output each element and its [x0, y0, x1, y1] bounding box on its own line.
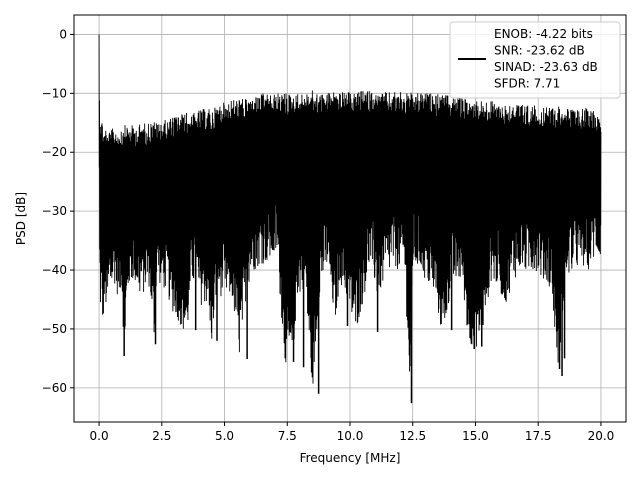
y-tick-label: −60 [42, 381, 67, 395]
x-tick-label: 5.0 [215, 429, 234, 443]
x-tick-label: 7.5 [278, 429, 297, 443]
y-tick-label: 0 [59, 27, 67, 41]
y-tick-label: −30 [42, 204, 67, 218]
legend-box [449, 21, 621, 99]
legend-snr: SNR: -23.62 dB [494, 44, 585, 58]
x-tick-label: 12.5 [399, 429, 426, 443]
x-tick-label: 10.0 [337, 429, 364, 443]
x-axis-label: Frequency [MHz] [300, 451, 401, 465]
x-tick-label: 0.0 [90, 429, 109, 443]
y-axis-label: PSD [dB] [14, 192, 28, 245]
y-tick-label: −50 [42, 322, 67, 336]
legend-enob: ENOB: -4.22 bits [494, 27, 593, 41]
y-tick-label: −10 [42, 86, 67, 100]
x-tick-label: 20.0 [588, 429, 615, 443]
y-tick-label: −40 [42, 263, 67, 277]
psd-series-line [98, 34, 602, 384]
series-layer [98, 34, 602, 404]
y-tick-label: −20 [42, 145, 67, 159]
y-ticks: 0 −10 −20 −30 −40 −50 −60 [42, 27, 74, 395]
x-tick-label: 17.5 [525, 429, 552, 443]
x-ticks: 0.0 2.5 5.0 7.5 10.0 12.5 15.0 17.5 20.0 [90, 422, 615, 443]
x-tick-label: 2.5 [152, 429, 171, 443]
legend-sinad: SINAD: -23.63 dB [494, 60, 598, 74]
legend-sfdr: SFDR: 7.71 [494, 77, 560, 91]
legend: ENOB: -4.22 bits SNR: -23.62 dB SINAD: -… [449, 21, 621, 99]
x-tick-label: 15.0 [462, 429, 489, 443]
